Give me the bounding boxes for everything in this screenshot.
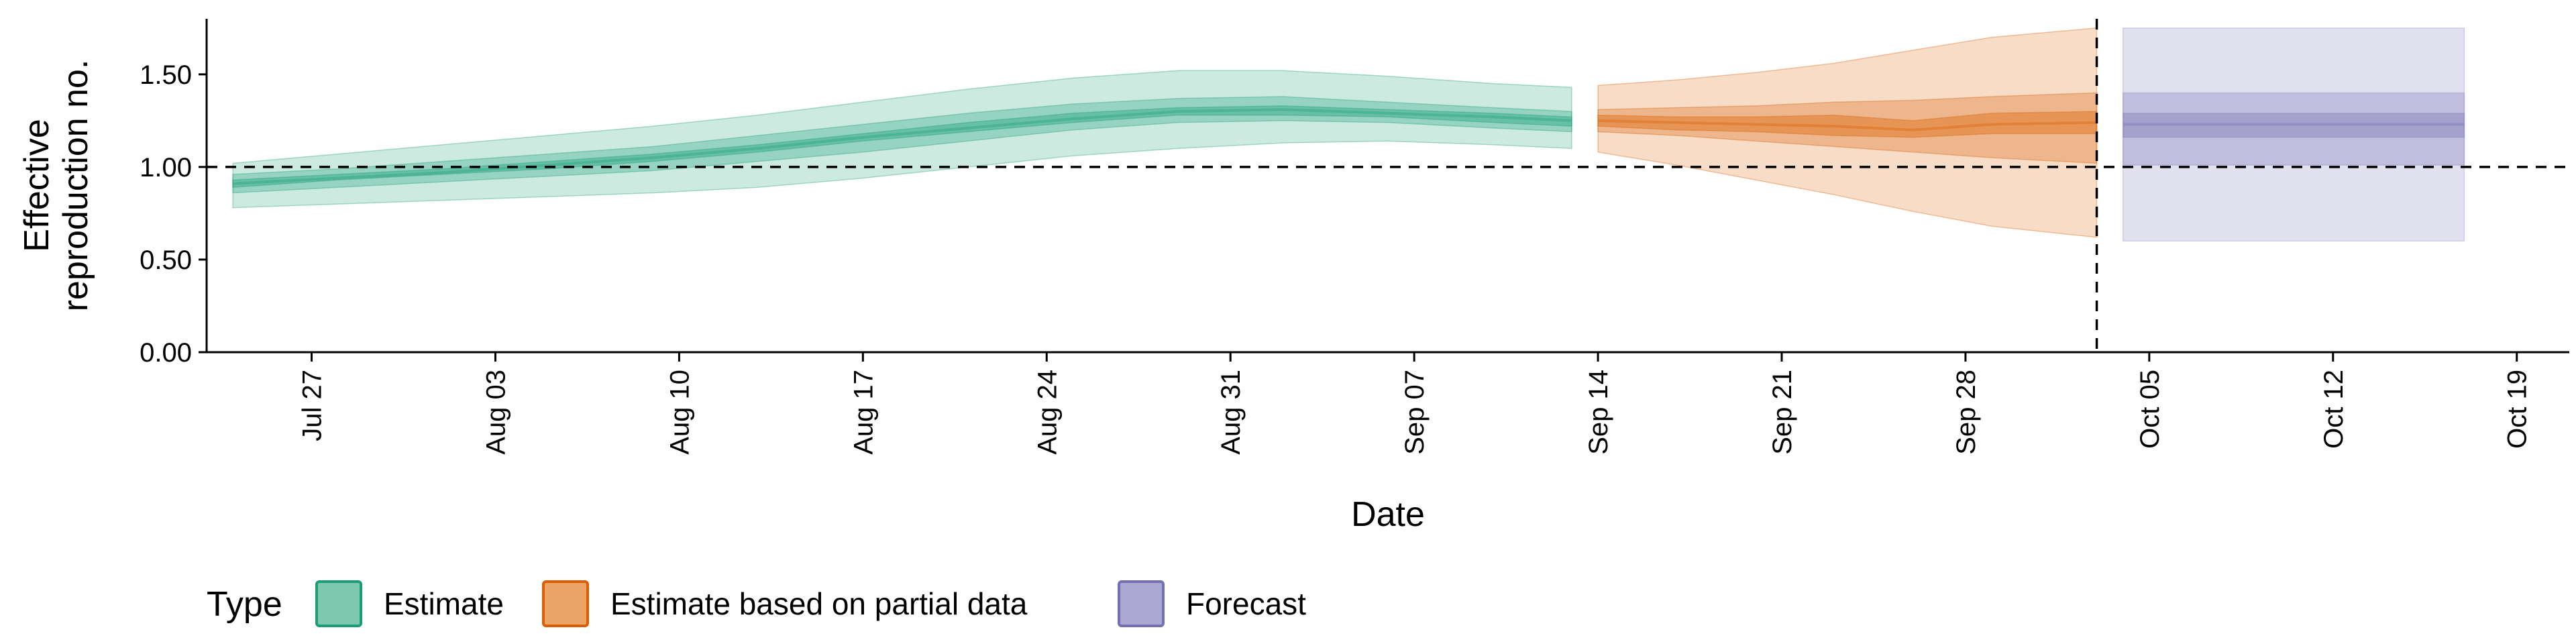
x-tick-label: Aug 03 <box>481 370 511 455</box>
x-axis-title: Date <box>1351 495 1425 534</box>
legend: Type Estimate Estimate based on partial da… <box>207 580 1306 627</box>
x-tick-label: Oct 19 <box>2503 370 2532 449</box>
estimate-based-on-partial-data-median <box>1598 119 2097 131</box>
x-tick-label: Sep 14 <box>1584 370 1613 455</box>
legend-key-0 <box>315 580 362 627</box>
x-tick-label: Oct 12 <box>2319 370 2349 449</box>
x-tick-label: Sep 28 <box>1951 370 1981 455</box>
x-axis-ticks: Jul 27 Aug 03 Aug 10 Aug 17 Aug 24 Aug 31 Sep … <box>298 352 2532 455</box>
x-tick-label: Aug 10 <box>665 370 694 455</box>
legend-label-0: Estimate <box>384 586 504 621</box>
legend-title: Type <box>207 585 282 624</box>
x-tick-label: Oct 05 <box>2135 370 2165 449</box>
band-layer <box>232 28 2465 242</box>
forecast-band-90 <box>2122 28 2465 242</box>
x-tick-label: Sep 07 <box>1400 370 1430 455</box>
legend-key-1 <box>542 580 589 627</box>
y-tick-label: 0.00 <box>140 338 192 368</box>
legend-label-1: Estimate based on partial data <box>610 586 1028 621</box>
y-tick-label: 1.00 <box>140 153 192 182</box>
legend-label-2: Forecast <box>1186 586 1306 621</box>
y-axis-title-line: Effective <box>17 119 56 252</box>
forecast-band-50 <box>2122 92 2465 166</box>
x-tick-label: Sep 21 <box>1768 370 1797 455</box>
y-axis-ticks: 0.00 0.50 1.00 1.50 <box>140 60 207 368</box>
estimate-based-on-partial-data-band-50 <box>1597 92 2098 164</box>
y-axis-title-line: reproduction no. <box>56 60 95 312</box>
estimate-based-on-partial-data-band-90 <box>1597 28 2098 238</box>
y-tick-label: 0.50 <box>140 246 192 275</box>
forecast-band-20 <box>2122 113 2465 138</box>
estimate-median <box>232 108 1572 185</box>
y-tick-label: 1.50 <box>140 60 192 90</box>
estimate-band-90 <box>232 70 1572 209</box>
x-tick-label: Jul 27 <box>298 370 327 441</box>
estimate-band-50 <box>232 96 1572 194</box>
x-tick-label: Aug 24 <box>1032 370 1062 455</box>
x-tick-label: Aug 17 <box>849 370 878 455</box>
legend-key-2 <box>1118 580 1165 627</box>
y-axis-title: Effectivereproduction no. <box>17 60 95 312</box>
x-tick-label: Aug 31 <box>1216 370 1246 455</box>
